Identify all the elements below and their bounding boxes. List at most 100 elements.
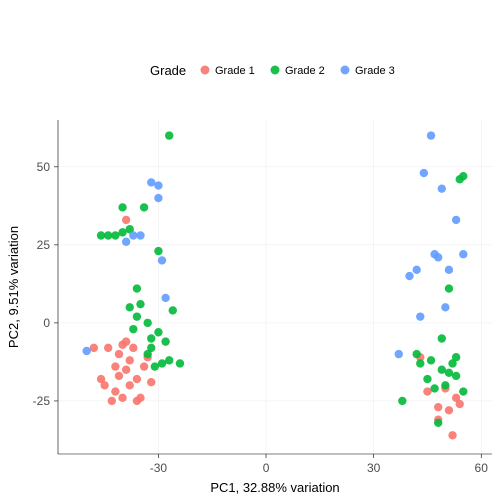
data-point [126, 356, 134, 364]
y-tick-label: 25 [37, 238, 51, 252]
data-point [143, 319, 151, 327]
data-point [104, 231, 112, 239]
data-point [434, 253, 442, 261]
data-point [452, 216, 460, 224]
data-point [129, 325, 137, 333]
data-point [423, 387, 431, 395]
data-point [100, 381, 108, 389]
data-point [104, 344, 112, 352]
data-point [445, 369, 453, 377]
data-point [147, 334, 155, 342]
data-point [161, 294, 169, 302]
data-point [459, 387, 467, 395]
data-point [448, 431, 456, 439]
legend-label: Grade 2 [285, 65, 325, 77]
data-point [147, 378, 155, 386]
data-point [459, 172, 467, 180]
data-point [122, 366, 130, 374]
data-point [140, 203, 148, 211]
data-point [427, 131, 435, 139]
data-point [115, 350, 123, 358]
legend-label: Grade 3 [355, 65, 395, 77]
data-point [158, 256, 166, 264]
y-axis-title: PC2, 9.51% variation [6, 226, 21, 348]
data-point [115, 372, 123, 380]
data-point [147, 178, 155, 186]
data-point [165, 356, 173, 364]
data-point [136, 231, 144, 239]
data-point [438, 334, 446, 342]
data-point [122, 238, 130, 246]
legend-marker [201, 66, 210, 75]
legend-marker [341, 66, 350, 75]
data-point [154, 194, 162, 202]
data-point [129, 344, 137, 352]
data-point [169, 306, 177, 314]
data-point [158, 359, 166, 367]
data-point [445, 406, 453, 414]
data-point [412, 350, 420, 358]
plot-area [58, 120, 492, 454]
data-point [147, 344, 155, 352]
data-point [452, 372, 460, 380]
data-point [122, 337, 130, 345]
x-tick-label: -30 [150, 461, 168, 475]
data-point [405, 272, 413, 280]
data-point [122, 216, 130, 224]
data-point [118, 394, 126, 402]
data-point [398, 397, 406, 405]
data-point [129, 231, 137, 239]
legend-label: Grade 1 [215, 65, 255, 77]
data-point [151, 362, 159, 370]
data-point [420, 169, 428, 177]
data-point [82, 347, 90, 355]
data-point [445, 284, 453, 292]
data-point [126, 381, 134, 389]
data-point [434, 403, 442, 411]
legend-marker [271, 66, 280, 75]
data-point [111, 231, 119, 239]
x-tick-label: 60 [475, 461, 489, 475]
legend-item: Grade 2 [271, 65, 325, 77]
pca-scatter-chart: -3003060-2502550PC1, 32.88% variationPC2… [0, 0, 504, 504]
data-point [154, 181, 162, 189]
data-point [165, 131, 173, 139]
x-tick-label: 0 [263, 461, 270, 475]
data-point [111, 387, 119, 395]
y-tick-label: 50 [37, 160, 51, 174]
data-point [441, 303, 449, 311]
data-point [154, 247, 162, 255]
data-point [416, 312, 424, 320]
data-point [441, 381, 449, 389]
data-point [97, 231, 105, 239]
data-point [456, 400, 464, 408]
data-point [395, 350, 403, 358]
data-point [176, 359, 184, 367]
data-point [412, 266, 420, 274]
data-point [434, 419, 442, 427]
data-point [90, 344, 98, 352]
legend-item: Grade 3 [341, 65, 395, 77]
data-point [430, 384, 438, 392]
data-point [118, 203, 126, 211]
data-point [118, 228, 126, 236]
data-point [136, 394, 144, 402]
data-point [161, 337, 169, 345]
data-point [416, 359, 424, 367]
data-point [459, 250, 467, 258]
data-point [133, 375, 141, 383]
data-point [133, 312, 141, 320]
data-point [423, 375, 431, 383]
data-point [140, 362, 148, 370]
data-point [438, 184, 446, 192]
data-point [438, 366, 446, 374]
x-axis-title: PC1, 32.88% variation [210, 480, 339, 495]
data-point [445, 266, 453, 274]
data-point [136, 300, 144, 308]
legend-title: Grade [150, 63, 186, 78]
data-point [133, 284, 141, 292]
x-tick-label: 30 [367, 461, 381, 475]
data-point [154, 328, 162, 336]
y-tick-label: -25 [33, 394, 51, 408]
data-point [452, 353, 460, 361]
